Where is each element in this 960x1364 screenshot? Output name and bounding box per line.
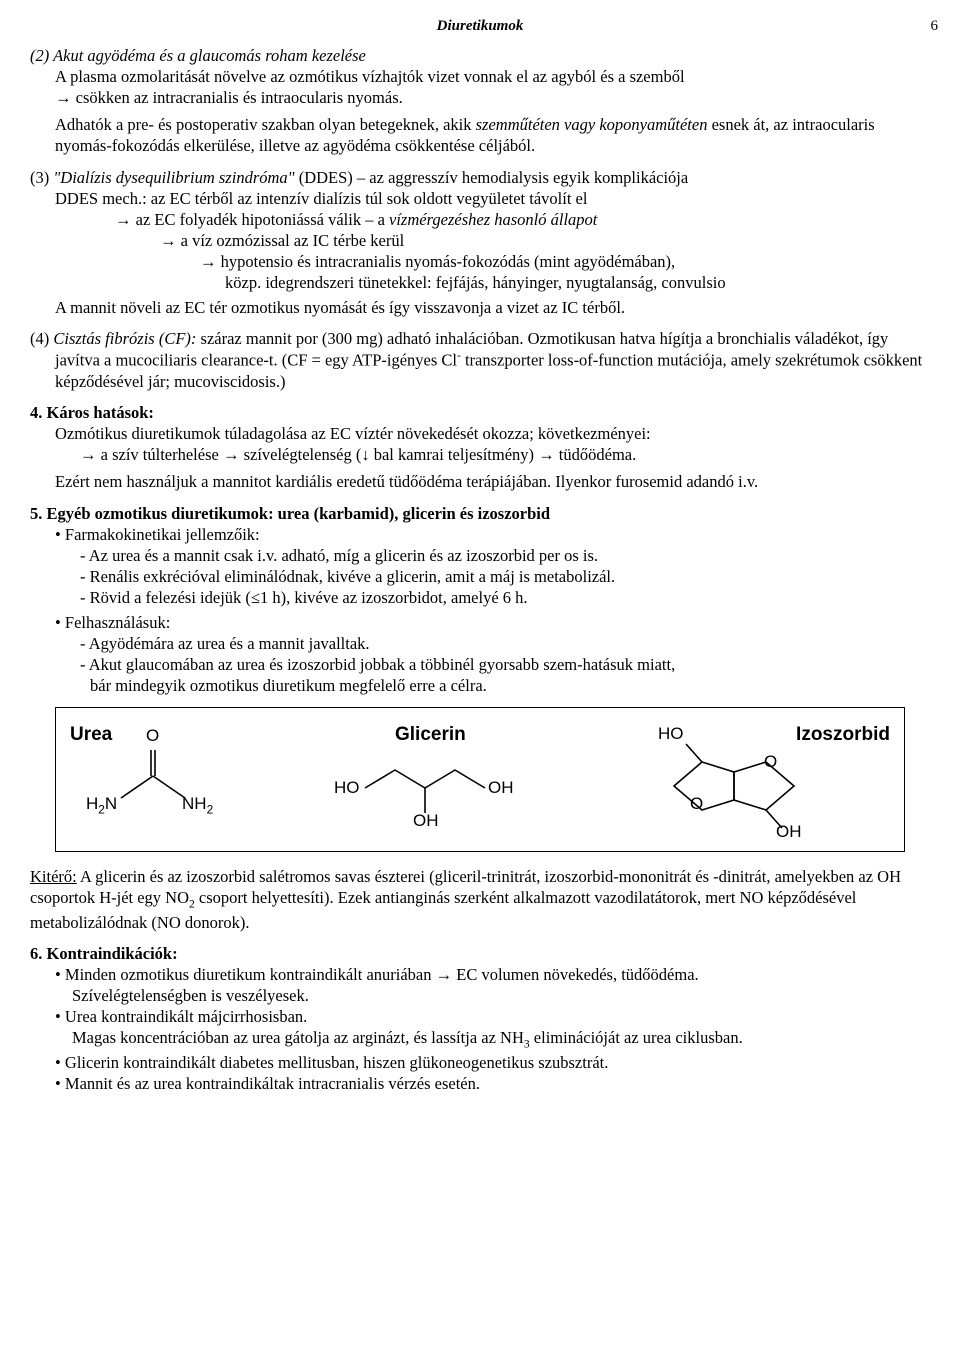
h6-title: 6. Kontraindikációk: xyxy=(30,943,930,964)
h4-l1: Ozmótikus diuretikumok túladagolása az E… xyxy=(30,423,930,444)
h5-b2c: bár mindegyik ozmotikus diuretikum megfe… xyxy=(30,675,930,696)
izoszorbid-OH: OH xyxy=(776,822,802,842)
section-3: (3) "Dialízis dysequilibrium szindróma" … xyxy=(30,167,930,319)
h6-b4: • Mannit és az urea kontraindikáltak int… xyxy=(30,1073,930,1094)
h5-b1: • Farmakokinetikai jellemzőik: xyxy=(30,524,930,545)
s4-content: (4) Cisztás fibrózis (CF): száraz mannit… xyxy=(30,328,930,392)
s3-l5: közp. idegrendszeri tünetekkel: fejfájás… xyxy=(30,272,930,293)
h5-b1c: - Rövid a felezési idejük (≤1 h), kivéve… xyxy=(30,587,930,608)
h5-b1a: - Az urea és a mannit csak i.v. adható, … xyxy=(30,545,930,566)
s2-l3: Adhatók a pre- és postoperativ szakban o… xyxy=(30,114,930,156)
s3-title: (3) "Dialízis dysequilibrium szindróma" … xyxy=(30,167,930,188)
page-number: 6 xyxy=(931,18,939,35)
h6-b2a: Magas koncentrációban az urea gátolja az… xyxy=(30,1027,930,1052)
glicerin-OH1: OH xyxy=(488,778,514,798)
h5-b2b: - Akut glaucomában az urea és izoszorbid… xyxy=(30,654,930,675)
h6-b2: • Urea kontraindikált májcirrhosisban. xyxy=(30,1006,930,1027)
s3-l4: → hypotensio és intracranialis nyomás-fo… xyxy=(30,251,930,272)
s3-l3: → a víz ozmózissal az IC térbe kerül xyxy=(30,230,930,251)
glicerin-label: Glicerin xyxy=(395,724,466,746)
kitero-block: Kitérő: A glicerin és az izoszorbid salé… xyxy=(30,866,930,933)
molecule-izoszorbid: Izoszorbid HO O O OH xyxy=(614,718,894,846)
s3-l6: A mannit növeli az EC tér ozmotikus nyom… xyxy=(30,297,930,318)
s2-title: (2) Akut agyödéma és a glaucomás roham k… xyxy=(30,45,930,66)
h5-b2: • Felhasználásuk: xyxy=(30,612,930,633)
h6-b1: • Minden ozmotikus diuretikum kontraindi… xyxy=(30,964,930,985)
s3-l2: → az EC folyadék hipotoniássá válik – a … xyxy=(30,209,930,230)
section-2: (2) Akut agyödéma és a glaucomás roham k… xyxy=(30,45,930,157)
urea-label: Urea xyxy=(70,724,112,746)
h4-l3: Ezért nem használjuk a mannitot kardiáli… xyxy=(30,471,930,492)
izoszorbid-O1: O xyxy=(764,752,777,772)
s2-l1: A plasma ozmolaritását növelve az ozmóti… xyxy=(30,66,930,87)
molecule-glicerin: Glicerin HO OH OH xyxy=(310,718,540,838)
page-header-title: Diuretikumok xyxy=(30,18,930,35)
h4-title: 4. Káros hatások: xyxy=(30,402,930,423)
chemical-structures-box: Urea O H2N NH2 Glicerin HO OH OH I xyxy=(55,707,905,852)
kitero-text: Kitérő: A glicerin és az izoszorbid salé… xyxy=(30,866,930,933)
h4-l2: → a szív túlterhelése → szívelégtelenség… xyxy=(30,444,930,465)
urea-H2N: H2N xyxy=(86,794,117,816)
izoszorbid-O2: O xyxy=(690,794,703,814)
s2-l2: → csökken az intracranialis és intraocul… xyxy=(30,87,930,108)
heading-4: 4. Káros hatások: Ozmótikus diuretikumok… xyxy=(30,402,930,492)
h5-b1b: - Renális exkrécióval eliminálódnak, kiv… xyxy=(30,566,930,587)
molecule-urea: Urea O H2N NH2 xyxy=(66,718,236,838)
h6-b3: • Glicerin kontraindikált diabetes melli… xyxy=(30,1052,930,1073)
glicerin-OH2: OH xyxy=(413,811,439,831)
heading-6: 6. Kontraindikációk: • Minden ozmotikus … xyxy=(30,943,930,1095)
urea-NH2: NH2 xyxy=(182,794,213,816)
h6-b1a: Szívelégtelenségben is veszélyesek. xyxy=(30,985,930,1006)
urea-O: O xyxy=(146,726,159,746)
glicerin-HO: HO xyxy=(334,778,360,798)
section-4: (4) Cisztás fibrózis (CF): száraz mannit… xyxy=(30,328,930,392)
izoszorbid-HO: HO xyxy=(658,724,684,744)
h5-title: 5. Egyéb ozmotikus diuretikumok: urea (k… xyxy=(30,503,930,524)
izoszorbid-label: Izoszorbid xyxy=(796,724,890,746)
s3-l1: DDES mech.: az EC térből az intenzív dia… xyxy=(30,188,930,209)
heading-5: 5. Egyéb ozmotikus diuretikumok: urea (k… xyxy=(30,503,930,697)
h5-b2a: - Agyödémára az urea és a mannit javallt… xyxy=(30,633,930,654)
